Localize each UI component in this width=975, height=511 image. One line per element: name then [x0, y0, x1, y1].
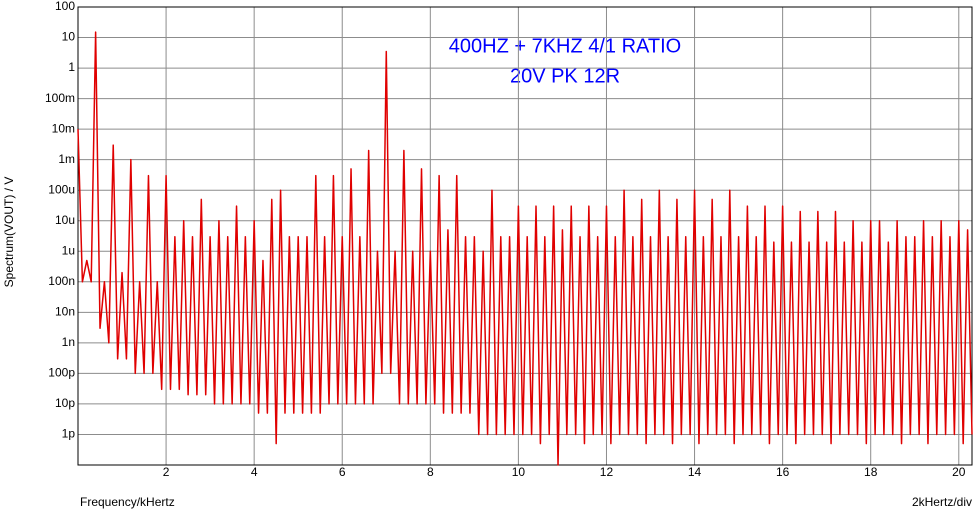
x-scale-label: 2kHertz/div: [912, 495, 972, 509]
x-tick-label: 10: [512, 465, 526, 479]
y-tick-label: 10m: [52, 121, 75, 135]
y-tick-label: 100n: [48, 274, 75, 288]
y-tick-label: 1: [68, 60, 75, 74]
y-axis-label: Spectrum(VOUT) / V: [2, 177, 16, 288]
chart-subtitle: 20V PK 12R: [510, 65, 620, 87]
y-tick-label: 100p: [48, 366, 75, 380]
y-tick-label: 1m: [58, 152, 75, 166]
chart-title: 400HZ + 7KHZ 4/1 RATIO: [449, 35, 682, 57]
x-tick-label: 20: [952, 465, 966, 479]
y-tick-label: 1n: [62, 335, 75, 349]
x-tick-label: 6: [339, 465, 346, 479]
y-tick-label: 100m: [45, 91, 75, 105]
spectrum-line: [77, 31, 973, 466]
x-tick-label: 12: [600, 465, 614, 479]
x-tick-label: 4: [251, 465, 258, 479]
x-tick-label: 14: [688, 465, 702, 479]
x-tick-label: 8: [427, 465, 434, 479]
y-tick-label: 1u: [62, 243, 75, 257]
y-tick-label: 100u: [48, 182, 75, 196]
y-tick-label: 10: [62, 30, 76, 44]
y-tick-label: 1p: [62, 427, 76, 441]
x-tick-label: 18: [864, 465, 878, 479]
x-tick-label: 2: [163, 465, 170, 479]
y-tick-label: 10p: [55, 396, 75, 410]
y-tick-label: 100: [55, 0, 75, 13]
x-tick-label: 16: [776, 465, 790, 479]
plot-frame: [77, 6, 973, 466]
y-tick-label: 10n: [55, 305, 75, 319]
x-axis-label: Frequency/kHertz: [80, 495, 175, 509]
y-tick-label: 10u: [55, 213, 75, 227]
